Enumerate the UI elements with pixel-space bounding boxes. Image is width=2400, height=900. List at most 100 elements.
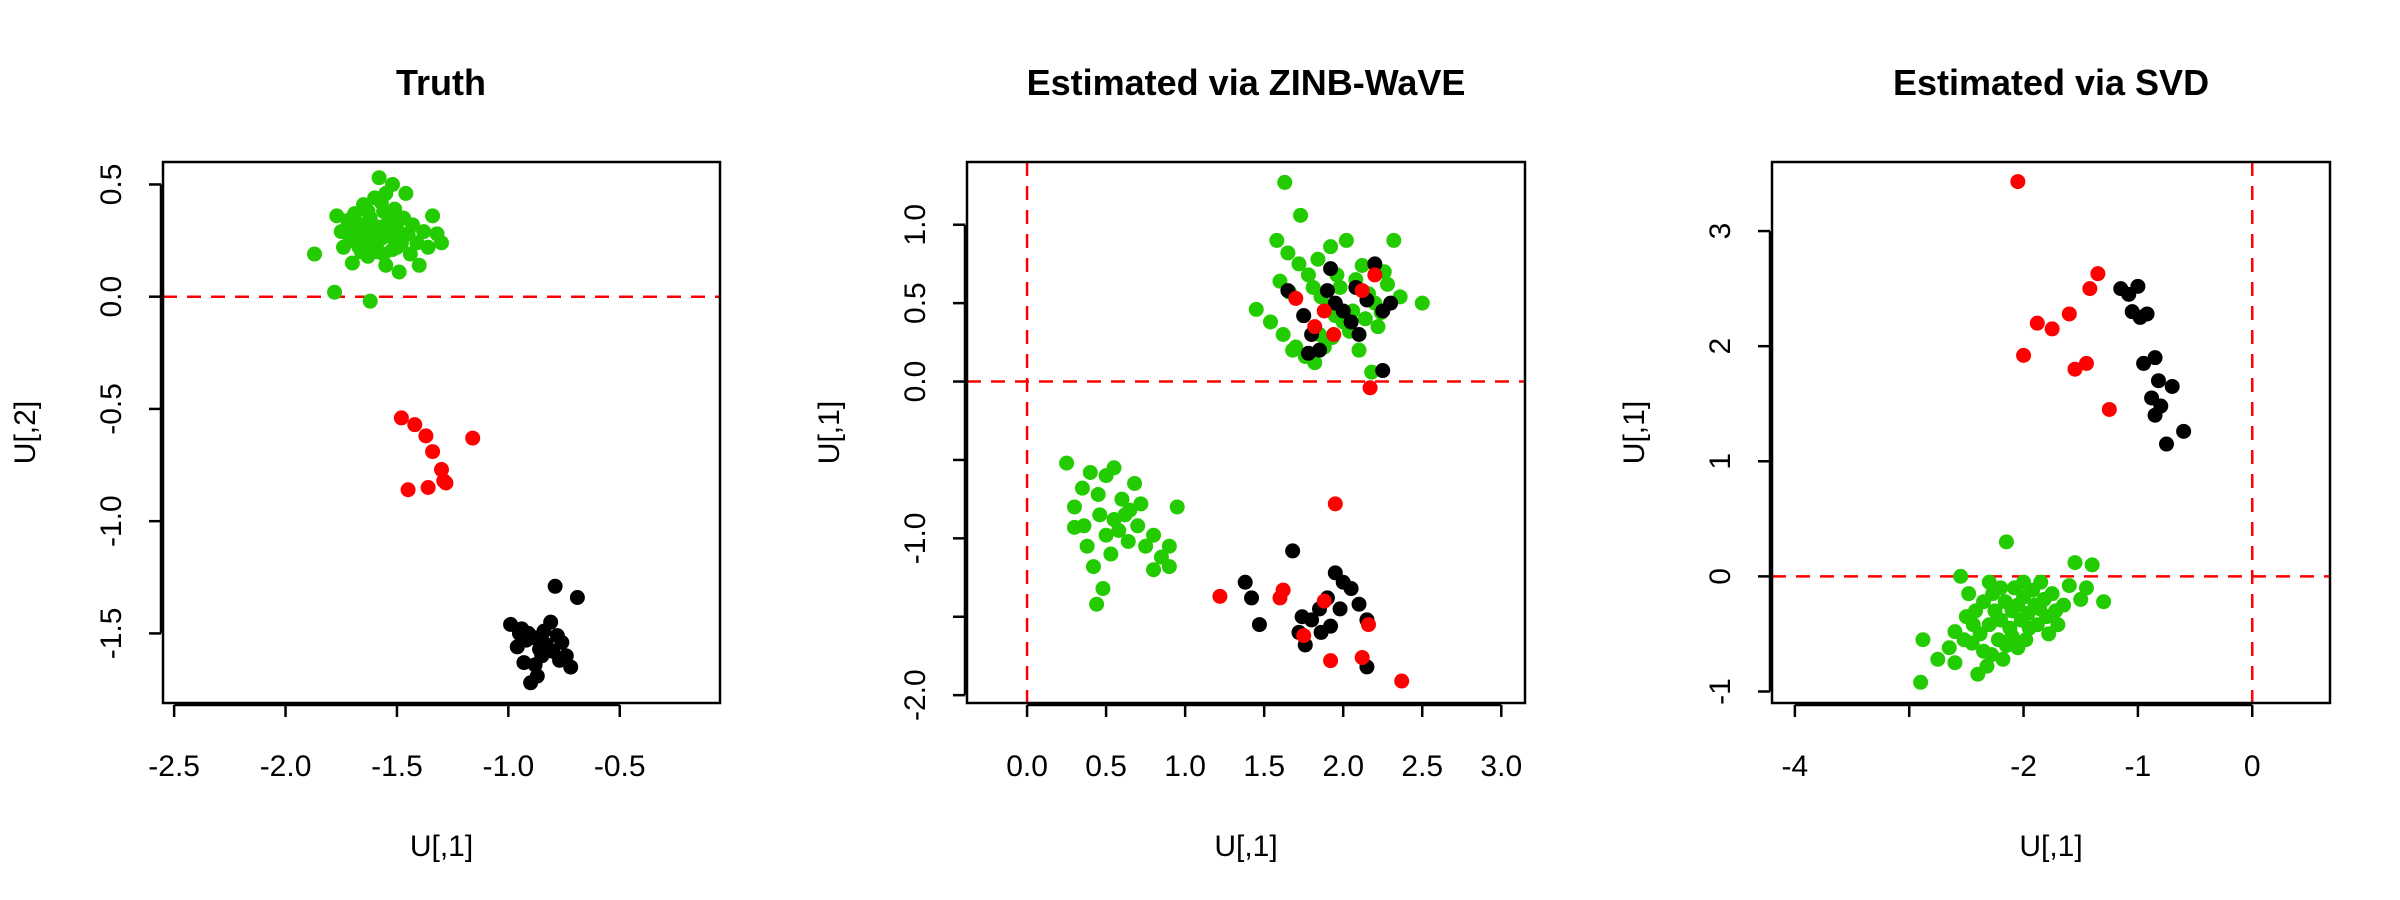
scatter-point [360, 203, 376, 219]
y-tick-label: -1.0 [95, 495, 128, 547]
scatter-point [1930, 651, 1946, 667]
scatter-point [1269, 232, 1285, 248]
scatter-point [2029, 617, 2045, 633]
x-axis: -2.5 -2.0 -1.5 -1.0 -0.5 [148, 703, 646, 783]
scatter-point [382, 210, 398, 226]
scatter-point [1335, 303, 1351, 319]
chart-title: Truth [396, 62, 486, 103]
scatter-point [1319, 283, 1335, 299]
x-tick-label: 0.5 [1085, 750, 1127, 783]
scatter-point [1237, 574, 1253, 590]
scatter-point [1090, 486, 1106, 502]
scatter-point [1379, 276, 1395, 292]
y-axis: -2.0 -1.0 0.0 0.5 1.0 [899, 204, 967, 721]
scatter-point [425, 444, 441, 460]
scatter-point [384, 176, 400, 192]
scatter-point [1981, 617, 1997, 633]
scatter-point [402, 246, 418, 262]
scatter-point [400, 482, 416, 498]
scatter-point [1976, 643, 1992, 659]
scatter-point [2041, 626, 2057, 642]
scatter-point [2096, 594, 2112, 610]
scatter-point [1351, 326, 1367, 342]
scatter-point [2164, 378, 2180, 394]
x-axis: 0.0 0.5 1.0 1.5 2.0 2.5 3.0 [1006, 703, 1522, 783]
scatter-point [1956, 632, 1972, 648]
scatter-point [420, 479, 436, 495]
scatter-point [1275, 582, 1291, 598]
scatter-point [2050, 617, 2066, 633]
scatter-point [1161, 559, 1177, 575]
scatter-point [1133, 496, 1149, 512]
scatter-point [569, 589, 585, 605]
y-tick-label: -1.5 [95, 608, 128, 660]
scatter-point [389, 239, 405, 255]
scatter-point [1296, 308, 1312, 324]
scatter-point [2032, 601, 2048, 617]
scatter-point [2101, 401, 2117, 417]
scatter-point [362, 293, 378, 309]
y-tick-label: 1 [1704, 453, 1737, 470]
scatter-point [1351, 342, 1367, 358]
scatter-point [1085, 559, 1101, 575]
scatter-point [2176, 423, 2192, 439]
y-tick-label: 2 [1704, 338, 1737, 355]
scatter-point [1332, 601, 1348, 617]
scatter-point [1307, 319, 1323, 335]
scatter-point [1414, 295, 1430, 311]
scatter-point [380, 224, 396, 240]
scatter-point [1089, 596, 1105, 612]
scatter-point [2004, 628, 2020, 644]
scatter-points [307, 170, 585, 691]
y-tick-label: 0.0 [899, 361, 932, 403]
scatter-point [1351, 596, 1367, 612]
scatter-point [1294, 609, 1310, 625]
scatter-point [1244, 590, 1260, 606]
y-axis-label: U[,1] [813, 401, 846, 464]
scatter-point [1961, 586, 1977, 602]
scatter-point [1985, 586, 2001, 602]
scatter-point [1913, 674, 1929, 690]
scatter-point [1993, 612, 2009, 628]
scatter-point [405, 217, 421, 233]
y-axis: -1 0 1 2 3 [1704, 223, 1772, 705]
scatter-point [411, 257, 427, 273]
scatter-point [398, 185, 414, 201]
y-tick-label: 0.5 [95, 164, 128, 206]
scatter-point [2078, 355, 2094, 371]
scatter-point [523, 675, 539, 691]
scatter-point [1332, 279, 1348, 295]
scatter-point [2147, 407, 2163, 423]
scatter-point [1130, 518, 1146, 534]
scatter-point [2048, 603, 2064, 619]
scatter-point [344, 255, 360, 271]
scatter-point [1343, 314, 1359, 330]
scatter-point [1354, 283, 1370, 299]
scatter-point [1120, 533, 1136, 549]
scatter-point [465, 430, 481, 446]
scatter-point [1277, 174, 1293, 190]
scatter-point [1915, 632, 1931, 648]
scatter-point [1323, 618, 1339, 634]
scatter-point [1343, 581, 1359, 597]
scatter-point [2016, 347, 2032, 363]
reference-lines [1772, 162, 2330, 703]
plot-frame [1770, 160, 2332, 705]
scatter-point [1968, 603, 1984, 619]
scatter-point [1114, 491, 1130, 507]
scatter-point [2139, 306, 2155, 322]
scatter-point [1161, 538, 1177, 554]
scatter-point [1079, 538, 1095, 554]
scatter-point [1076, 518, 1092, 534]
scatter-point [1300, 267, 1316, 283]
scatter-point [1092, 507, 1108, 523]
scatter-point [1323, 653, 1339, 669]
panel-zinb-wave: Estimated via ZINB-WaVE 0.0 0.5 1.0 1.5 2.0 2.… [813, 62, 1527, 863]
y-axis: -1.5 -1.0 -0.5 0.0 0.5 [95, 164, 163, 660]
scatter-point [1361, 617, 1377, 633]
x-axis-label: U[,1] [2019, 830, 2082, 863]
scatter-point [2020, 605, 2036, 621]
scatter-point [1288, 290, 1304, 306]
scatter-point [1212, 588, 1228, 604]
x-tick-label: -2.5 [148, 750, 200, 783]
